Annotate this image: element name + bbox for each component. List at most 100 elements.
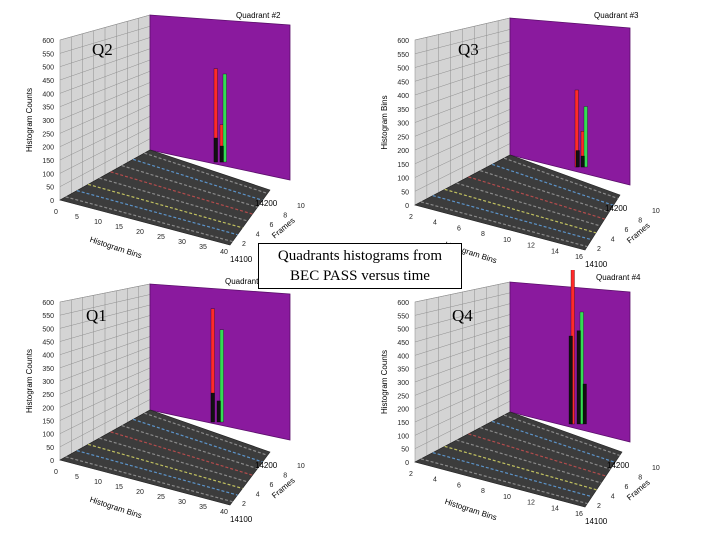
frame-tick-label: 2 bbox=[242, 241, 246, 248]
z-tick-label: 300 bbox=[397, 380, 409, 387]
frame-start-label: 14100 bbox=[230, 515, 253, 524]
x-tick-label: 5 bbox=[75, 214, 79, 221]
chart-svg-q2: 050100150200250300350400450500550600Quad… bbox=[25, 11, 305, 264]
frame-tick-label: 8 bbox=[283, 213, 287, 220]
quadrant-label-q2: Q2 bbox=[92, 40, 113, 59]
z-tick-label: 0 bbox=[50, 198, 54, 205]
frame-start-label: 14100 bbox=[585, 260, 608, 269]
quadrant-label-q1: Q1 bbox=[86, 306, 107, 325]
z-tick-label: 450 bbox=[397, 79, 409, 86]
data-bar bbox=[213, 137, 218, 163]
z-tick-label: 50 bbox=[401, 189, 409, 196]
x-tick-label: 20 bbox=[136, 229, 144, 236]
chart-svg-q1: 050100150200250300350400450500550600Quad… bbox=[25, 277, 305, 524]
z-tick-label: 450 bbox=[42, 340, 54, 347]
z-tick-label: 350 bbox=[397, 107, 409, 114]
z-tick-label: 0 bbox=[405, 460, 409, 467]
z-tick-label: 600 bbox=[397, 300, 409, 307]
frame-end-label: 14200 bbox=[607, 461, 630, 470]
z-tick-label: 0 bbox=[405, 203, 409, 210]
x-axis-label: Histogram Bins bbox=[89, 495, 143, 520]
z-tick-label: 550 bbox=[397, 52, 409, 59]
data-bar bbox=[568, 335, 573, 425]
quadrant-label-q4: Q4 bbox=[452, 306, 473, 325]
z-axis-label: Histogram Bins bbox=[380, 95, 389, 149]
x-tick-label: 10 bbox=[503, 494, 511, 501]
back-wall bbox=[149, 14, 291, 181]
frame-start-label: 14100 bbox=[585, 517, 608, 526]
x-tick-label: 30 bbox=[178, 239, 186, 246]
floor-stripe bbox=[491, 163, 614, 206]
floor bbox=[414, 154, 621, 251]
z-axis-label: Histogram Counts bbox=[25, 349, 34, 413]
x-tick-label: 35 bbox=[199, 244, 207, 251]
z-tick-label: 400 bbox=[397, 93, 409, 100]
x-tick-label: 4 bbox=[433, 220, 437, 227]
floor-stripe bbox=[99, 177, 248, 222]
z-tick-label: 50 bbox=[46, 445, 54, 452]
frame-tick-label: 4 bbox=[256, 492, 260, 499]
floor-stripe bbox=[503, 414, 620, 457]
frame-tick-label: 10 bbox=[652, 465, 660, 472]
z-tick-label: 500 bbox=[42, 65, 54, 72]
data-bar bbox=[583, 106, 588, 168]
chart-panel-q4: 0 50 100 150 200 250 300 350 400 450 500 550 600 Quad… bbox=[360, 270, 720, 540]
z-tick-label: 50 bbox=[46, 185, 54, 192]
floor-stripe bbox=[444, 445, 597, 491]
z-tick-label: 250 bbox=[42, 392, 54, 399]
x-tick-label: 5 bbox=[75, 474, 79, 481]
z-tick-label: 300 bbox=[42, 379, 54, 386]
floor-stripe bbox=[444, 188, 597, 234]
z-tick-label: 100 bbox=[42, 432, 54, 439]
z-tick-label: 150 bbox=[42, 419, 54, 426]
frame-tick-label: 2 bbox=[242, 501, 246, 508]
x-tick-label: 2 bbox=[409, 471, 413, 478]
chart-title: Quadrant #3 bbox=[594, 11, 639, 20]
floor bbox=[59, 149, 271, 246]
floor-stripe bbox=[87, 443, 243, 490]
frame-end-label: 14200 bbox=[255, 461, 278, 470]
x-tick-label: 40 bbox=[220, 249, 228, 256]
data-bar bbox=[219, 145, 224, 163]
data-bar bbox=[219, 329, 224, 423]
x-tick-label: 15 bbox=[115, 224, 123, 231]
z-tick-label: 200 bbox=[397, 148, 409, 155]
back-wall bbox=[509, 17, 631, 186]
x-tick-label: 10 bbox=[94, 479, 102, 486]
floor-stripe bbox=[99, 437, 248, 483]
z-tick-label: 150 bbox=[397, 420, 409, 427]
floor bbox=[59, 409, 271, 506]
x-tick-label: 0 bbox=[54, 209, 58, 216]
floor-stripe bbox=[76, 450, 238, 496]
floor-stripe bbox=[456, 439, 602, 484]
x-tick-label: 8 bbox=[481, 488, 485, 495]
z-tick-label: 200 bbox=[397, 407, 409, 414]
frame-tick-label: 2 bbox=[597, 503, 601, 510]
x-tick-label: 15 bbox=[115, 484, 123, 491]
z-tick-label: 350 bbox=[397, 367, 409, 374]
data-bar bbox=[582, 383, 587, 425]
floor-stripe bbox=[420, 201, 588, 248]
x-tick-label: 6 bbox=[457, 482, 461, 489]
frame-tick-label: 4 bbox=[611, 237, 615, 244]
frame-tick-label: 8 bbox=[638, 218, 642, 225]
z-tick-label: 150 bbox=[397, 162, 409, 169]
chart-svg-q3: 0 50 100 150 200 250 300 350 400 450 500 550 600 Quad… bbox=[380, 11, 660, 269]
z-tick-label: 550 bbox=[42, 313, 54, 320]
x-tick-label: 4 bbox=[433, 477, 437, 484]
frame-tick-label: 4 bbox=[611, 494, 615, 501]
frame-tick-label: 6 bbox=[625, 227, 629, 234]
floor bbox=[414, 411, 623, 508]
x-tick-label: 25 bbox=[157, 234, 165, 241]
floor-stripe bbox=[87, 183, 243, 229]
floor-stripe bbox=[65, 456, 233, 503]
floor-stripe bbox=[420, 458, 588, 505]
z-tick-label: 450 bbox=[42, 78, 54, 85]
frame-tick-label: 10 bbox=[297, 463, 305, 470]
z-axis-label: Histogram Counts bbox=[380, 350, 389, 414]
frame-tick-label: 4 bbox=[256, 232, 260, 239]
z-tick-label: 300 bbox=[397, 121, 409, 128]
floor-stripe bbox=[468, 433, 606, 477]
x-tick-label: 25 bbox=[157, 494, 165, 501]
floor-stripe bbox=[432, 452, 593, 498]
